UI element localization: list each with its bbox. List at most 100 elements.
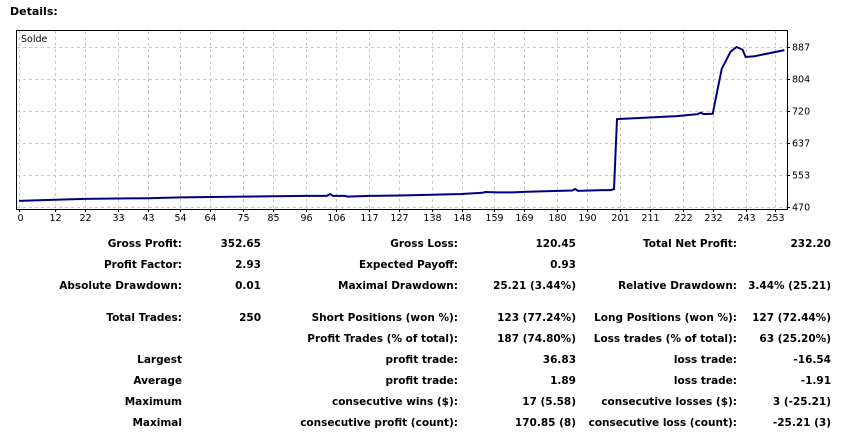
y-axis-ticks: 470 553 637 720 804 887 (787, 43, 810, 214)
y-tick-label: 887 (792, 43, 810, 54)
details-heading: Details: (10, 5, 58, 18)
stats-row: Largest profit trade: 36.83 loss trade: -16.… (0, 349, 831, 370)
x-tick-label: 0 (18, 213, 24, 224)
x-tick-label: 43 (142, 213, 154, 224)
stat-label (0, 328, 182, 349)
stat-label: consecutive loss (count): (588, 416, 737, 429)
chart-grid (17, 31, 787, 209)
x-tick-label: 222 (674, 213, 692, 224)
y-tick-label: 720 (792, 107, 810, 118)
stats-row: Maximum consecutive wins ($): 17 (5.58) con… (0, 391, 831, 412)
stat-label: Absolute Drawdown: (59, 279, 182, 292)
stat-value: 352.65 (220, 237, 261, 250)
stat-value: 0.01 (235, 279, 261, 292)
x-tick-label: 64 (204, 213, 216, 224)
stat-value (737, 254, 831, 275)
stat-label: consecutive profit (count): (300, 416, 458, 429)
stat-label: Short Positions (won %): (311, 311, 458, 324)
stats-row: Average profit trade: 1.89 loss trade: -1.91 (0, 370, 831, 391)
stat-value: 63 (25.20%) (759, 332, 831, 345)
stat-value: 3.44% (25.21) (748, 279, 831, 292)
stats-table: Gross Profit: 352.65 Gross Loss: 120.45 Tota… (0, 233, 831, 433)
stat-value: -25.21 (3) (772, 416, 831, 429)
x-axis-ticks: 0 12 22 33 43 54 64 75 85 96 106 117 127 138 148 159 169… (18, 209, 785, 224)
x-tick-label: 12 (49, 213, 61, 224)
stats-row: Profit Trades (% of total): 187 (74.80%) L… (0, 328, 831, 349)
stat-label: Relative Drawdown: (618, 279, 737, 292)
stat-value: 3 (-25.21) (772, 395, 831, 408)
x-tick-label: 54 (174, 213, 186, 224)
stat-label: Gross Loss: (390, 237, 458, 250)
stat-label: profit trade: (385, 353, 459, 366)
x-tick-label: 117 (360, 213, 378, 224)
stats-row: Absolute Drawdown: 0.01 Maximal Drawdown: 2… (0, 275, 831, 296)
x-tick-label: 201 (611, 213, 629, 224)
stats-row: Gross Profit: 352.65 Gross Loss: 120.45 Tota… (0, 233, 831, 254)
stat-value: 0.93 (550, 258, 576, 271)
stat-value: -1.91 (800, 374, 831, 387)
stat-label: Largest (137, 353, 182, 366)
x-tick-label: 127 (390, 213, 408, 224)
stat-label: Expected Payoff: (358, 258, 458, 271)
stat-value: 25.21 (3.44%) (493, 279, 576, 292)
x-tick-label: 232 (704, 213, 722, 224)
chart-frame (16, 30, 788, 210)
stat-label: Maximal (132, 416, 182, 429)
stat-value: 2.93 (235, 258, 261, 271)
x-tick-label: 180 (548, 213, 566, 224)
y-tick-label: 470 (792, 203, 810, 214)
stat-label: loss trade: (673, 374, 737, 387)
stat-value: 120.45 (535, 237, 576, 250)
x-tick-label: 22 (79, 213, 91, 224)
stat-label: consecutive wins ($): (331, 395, 458, 408)
y-tick-label: 804 (792, 75, 810, 86)
stat-label: Total Net Profit: (642, 237, 737, 250)
stat-value: 1.89 (550, 374, 576, 387)
stat-label: consecutive losses ($): (601, 395, 737, 408)
legend-solde: Solde (21, 34, 48, 45)
y-tick-label: 637 (792, 139, 810, 150)
stat-value (182, 328, 261, 349)
stat-value: 17 (5.58) (522, 395, 576, 408)
stats-row: Total Trades: 250 Short Positions (won %):… (0, 307, 831, 328)
stat-label: Profit Factor: (103, 258, 182, 271)
x-tick-label: 211 (641, 213, 659, 224)
x-tick-label: 243 (737, 213, 755, 224)
stat-label: Loss trades (% of total): (593, 332, 737, 345)
stat-value: 170.85 (8) (514, 416, 576, 429)
stat-label: Maximum (124, 395, 182, 408)
stat-label: profit trade: (385, 374, 459, 387)
stat-label: Profit Trades (% of total): (307, 332, 458, 345)
x-tick-label: 159 (485, 213, 503, 224)
x-tick-label: 169 (515, 213, 533, 224)
x-tick-label: 96 (300, 213, 312, 224)
x-tick-label: 75 (237, 213, 249, 224)
stat-value: 36.83 (542, 353, 576, 366)
stat-label: Maximal Drawdown: (338, 279, 458, 292)
y-tick-label: 553 (792, 171, 810, 182)
stats-row: Maximal consecutive profit (count): 170.85… (0, 412, 831, 433)
stat-label: loss trade: (673, 353, 737, 366)
stat-value (182, 370, 261, 391)
x-tick-label: 190 (578, 213, 596, 224)
spacer-row (0, 296, 831, 307)
x-tick-label: 85 (267, 213, 279, 224)
stat-value: -16.54 (793, 353, 831, 366)
x-tick-label: 138 (423, 213, 441, 224)
stat-value: 187 (74.80%) (497, 332, 576, 345)
stat-value (182, 391, 261, 412)
stat-value: 250 (239, 311, 261, 324)
stat-value (182, 349, 261, 370)
x-tick-label: 148 (453, 213, 471, 224)
stat-value: 123 (77.24%) (497, 311, 576, 324)
stat-value (182, 412, 261, 433)
stats-row: Profit Factor: 2.93 Expected Payoff: 0.93 (0, 254, 831, 275)
x-tick-label: 106 (327, 213, 345, 224)
stat-label: Long Positions (won %): (594, 311, 737, 324)
stat-label: Gross Profit: (107, 237, 182, 250)
stat-label: Total Trades: (106, 311, 182, 324)
x-tick-label: 253 (766, 213, 784, 224)
stat-label (576, 254, 737, 275)
stat-value: 232.20 (790, 237, 831, 250)
stat-label: Average (133, 374, 182, 387)
